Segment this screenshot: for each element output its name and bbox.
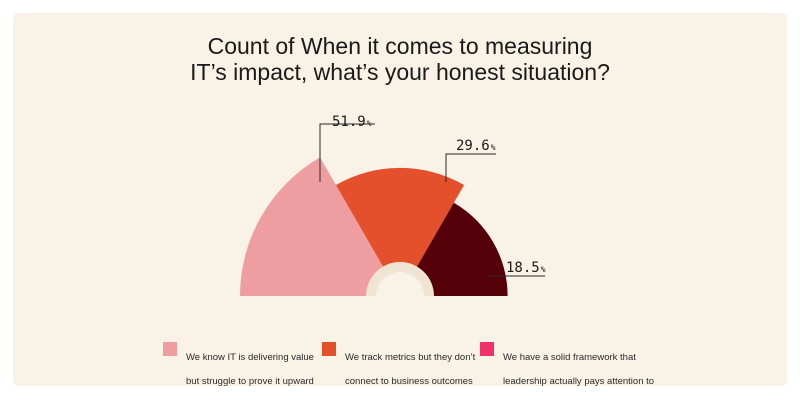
leader-line-1 [319, 123, 375, 182]
leader-line-2 [445, 153, 496, 182]
chart-title-line-2: IT’s impact, what’s your honest situatio… [190, 59, 610, 85]
legend-label-2-line-1: We track metrics but they don’t [345, 352, 476, 363]
legend-label-1-line-1: We know IT is delivering value [186, 352, 314, 363]
legend-item-1: We know IT is delivering value but strug… [163, 340, 314, 400]
legend-label-2: We track metrics but they don’t connect … [345, 340, 475, 400]
rose-slice-2 [335, 167, 465, 271]
legend-label-1: We know IT is delivering value but strug… [186, 340, 314, 400]
legend-item-2: We track metrics but they don’t connect … [322, 340, 475, 400]
chart-title-line-1: Count of When it comes to measuring [207, 33, 593, 59]
rose-slice-1 [240, 157, 385, 296]
center-ring [366, 262, 434, 296]
legend-label-3-line-2: leadership actually pays attention to [503, 376, 655, 387]
data-label-1: 51.9% [332, 114, 372, 130]
legend-label-2-line-2: connect to business outcomes [345, 376, 473, 387]
legend-swatch-3 [480, 342, 494, 356]
data-label-3: 18.5% [506, 260, 546, 276]
data-label-group-3: 18.5% [487, 260, 546, 277]
data-label-2: 29.6% [456, 138, 496, 154]
legend-label-1-line-2: but struggle to prove it upward [186, 376, 314, 387]
legend-swatch-2 [322, 342, 336, 356]
legend-item-3: We have a solid framework that leadershi… [480, 340, 654, 400]
chart-title: Count of When it comes to measuring IT’s… [0, 33, 800, 85]
legend: We know IT is delivering value but strug… [0, 340, 800, 387]
legend-label-3-line-1: We have a solid framework that [503, 352, 636, 363]
legend-swatch-1 [163, 342, 177, 356]
legend-label-3: We have a solid framework that leadershi… [503, 340, 654, 400]
data-label-group-1: 51.9% [319, 114, 375, 182]
data-label-group-2: 29.6% [445, 138, 496, 182]
rose-slice-3 [415, 202, 508, 296]
